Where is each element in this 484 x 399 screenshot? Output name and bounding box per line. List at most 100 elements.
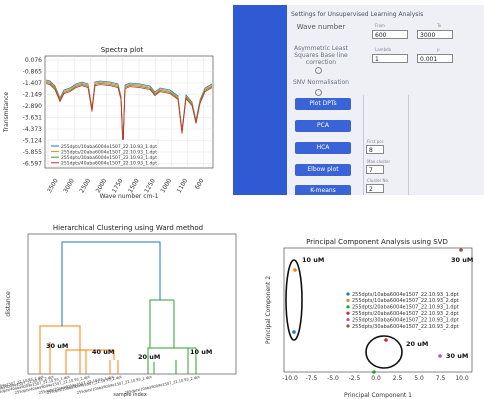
settings-card: Settings for Unsupervised Learning Analy… <box>287 5 484 195</box>
spectra-xlabel: Wave number cm-1 <box>100 193 159 200</box>
p-input[interactable]: 0.001 <box>417 54 453 63</box>
hca-button[interactable]: HCA <box>295 142 351 154</box>
cluster-ellipse-20uM <box>365 335 403 369</box>
pca-annotation-30uM-top: 30 uM <box>451 256 473 264</box>
spectra-legend-label: 255dpts/40aba6004e1507_22.10.93_1.dpt <box>61 161 157 167</box>
spectra-xtick-label: 1750 <box>111 177 125 194</box>
wave-to-input[interactable]: 3000 <box>417 30 453 39</box>
from-label: From <box>375 23 385 28</box>
pca-legend-label: 255dpts/10aba6004e1507_22.10.93_1.dpt <box>352 292 459 298</box>
hca-panel: Hierarchical Clustering using Ward metho… <box>0 220 245 399</box>
pca-point <box>384 338 388 342</box>
lambda-input[interactable]: 1 <box>372 54 408 63</box>
pca-title: Principal Component Analysis using SVD <box>306 238 448 246</box>
hca-annotation-40uM: 40 uM <box>92 348 114 356</box>
first-pcs-label: First pcs <box>367 139 384 144</box>
pca-xtick-label: 10.0 <box>455 375 469 382</box>
pca-xtick-label: 2.5 <box>393 375 403 382</box>
cluster-ellipse-10uM <box>285 259 303 341</box>
pca-annotation-10uM: 10 uM <box>302 256 324 264</box>
spectra-ytick-label: -2.890 <box>23 103 43 110</box>
pca-annotation-30uM-bottom: 30 uM <box>446 352 468 360</box>
spectra-ytick-label: -2.149 <box>23 92 43 99</box>
plot-dpts-button[interactable]: Plot DPTs <box>295 98 351 110</box>
spectra-ytick-label: -1.407 <box>23 80 43 87</box>
snv-radio[interactable] <box>315 89 322 96</box>
spectra-title: Spectra plot <box>101 46 144 54</box>
pca-button[interactable]: PCA <box>295 120 351 132</box>
wave-from-input[interactable]: 600 <box>372 30 408 39</box>
pca-xtick-label: 0.0 <box>371 375 381 382</box>
pca-point <box>372 370 376 374</box>
settings-title: Settings for Unsupervised Learning Analy… <box>291 11 424 18</box>
green-cluster <box>147 299 197 374</box>
spectra-xtick-label: 1250 <box>143 177 157 194</box>
cluster-no-input[interactable]: 2 <box>366 184 384 193</box>
pca-legend-label: 255dpts/10aba6004e1507_22.10.93_2.dpt <box>352 298 459 304</box>
spectra-ytick-label: -5.124 <box>23 138 43 145</box>
pca-point <box>292 330 296 334</box>
pca-xtick-label: -7.5 <box>306 375 318 382</box>
elbow-plot-button[interactable]: Elbow plot <box>295 164 351 176</box>
hca-title: Hierarchical Clustering using Ward metho… <box>53 224 203 232</box>
orange-cluster <box>39 325 119 374</box>
als-label: Asymmetric Least Squares Base line corre… <box>294 45 348 66</box>
pca-xtick-label: -5.0 <box>327 375 339 382</box>
spectra-xtick-label: 1500 <box>127 177 141 194</box>
spectra-legend-label: 255dpts/20aba6004e1507_22.10.93_1.dpt <box>61 149 157 155</box>
pca-ylabel: Principal Component 2 <box>265 276 272 344</box>
spectra-xtick-label: 1100 <box>176 177 190 194</box>
first-pcs-input[interactable]: 8 <box>366 145 384 154</box>
spectra-ytick-label: 0.076 <box>25 57 42 64</box>
als-radio[interactable] <box>315 67 322 74</box>
spectra-ytick-label: -5.855 <box>23 149 43 156</box>
pca-legend-label: 255dpts/20aba6004e1507_22.10.93_1.dpt <box>352 305 459 311</box>
spectra-ytick-label: -4.373 <box>23 126 43 133</box>
pca-xtick-label: -2.5 <box>349 375 361 382</box>
pca-point <box>438 354 442 358</box>
max-cluster-input[interactable]: 7 <box>366 165 384 174</box>
cluster-no-label: Cluster No. <box>367 178 390 183</box>
blue-link <box>61 241 161 326</box>
pca-annotation-20uM: 20 uM <box>406 340 428 348</box>
spectra-legend-label: 255dpts/10aba6004e1507_22.10.93_1.dpt <box>61 144 157 150</box>
hca-ylabel: distance <box>5 291 12 317</box>
pca-xtick-label: -10.0 <box>282 375 298 382</box>
hca-xlabel: sample index <box>113 392 146 398</box>
spectra-plot-panel: Spectra plot 0.076 -0.865 -1.407 -2.149 -2.8… <box>0 40 225 215</box>
pca-point <box>459 248 463 252</box>
spectra-legend-label: 255dpts/30aba6004e1507_22.10.93_1.dpt <box>61 155 157 161</box>
pca-legend-label: 255dpts/20aba6004e1507_22.10.93_2.dpt <box>352 311 459 317</box>
spectra-plot: Spectra plot 0.076 -0.865 -1.407 -2.149 -2.8… <box>3 46 214 200</box>
pca-xlabel: Principal Component 1 <box>344 392 412 399</box>
pca-xtick-label: 7.5 <box>436 375 446 382</box>
lambda-label: Lambda <box>375 47 392 52</box>
divider <box>408 95 409 195</box>
hca-annotation-20uM: 20 uM <box>138 353 160 361</box>
pca-point <box>293 268 297 272</box>
spectra-xtick-label: 600 <box>194 177 206 191</box>
spectra-xtick-label: 2500 <box>78 177 92 194</box>
pca-scatter: Principal Component Analysis using SVD P… <box>265 238 473 399</box>
spectra-ytick-label: -6.597 <box>23 161 43 168</box>
hca-annotation-10uM: 10 uM <box>190 348 212 356</box>
pca-panel: Principal Component Analysis using SVD P… <box>262 236 484 399</box>
to-label: To <box>437 23 442 28</box>
settings-panel: Settings for Unsupervised Learning Analy… <box>233 5 484 195</box>
kmeans-button[interactable]: K-means <box>295 185 351 195</box>
pca-xtick-label: 5.0 <box>414 375 424 382</box>
hca-dendrogram: Hierarchical Clustering using Ward metho… <box>0 224 237 398</box>
max-cluster-label: Max cluster <box>367 159 391 164</box>
spectra-xtick-label: 3000 <box>62 177 76 194</box>
pca-legend-label: 255dpts/30aba6004e1507_22.10.93_1.dpt <box>352 317 459 323</box>
pca-legend-label: 255dpts/30aba6004e1507_22.10.93_2.dpt <box>352 324 459 330</box>
spectra-ytick-label: -3.631 <box>23 115 43 122</box>
spectra-xtick-label: 1000 <box>159 177 173 194</box>
spectra-xtick-label: 2000 <box>95 177 109 194</box>
spectra-ytick-label: -0.865 <box>23 69 43 76</box>
hca-annotation-30uM: 30 uM <box>46 342 68 350</box>
wave-number-label: Wave number <box>296 23 346 31</box>
p-label: p <box>437 47 440 52</box>
spectra-ylabel: Transmitance <box>3 92 10 133</box>
snv-label: SNV Normalisation <box>293 79 349 86</box>
